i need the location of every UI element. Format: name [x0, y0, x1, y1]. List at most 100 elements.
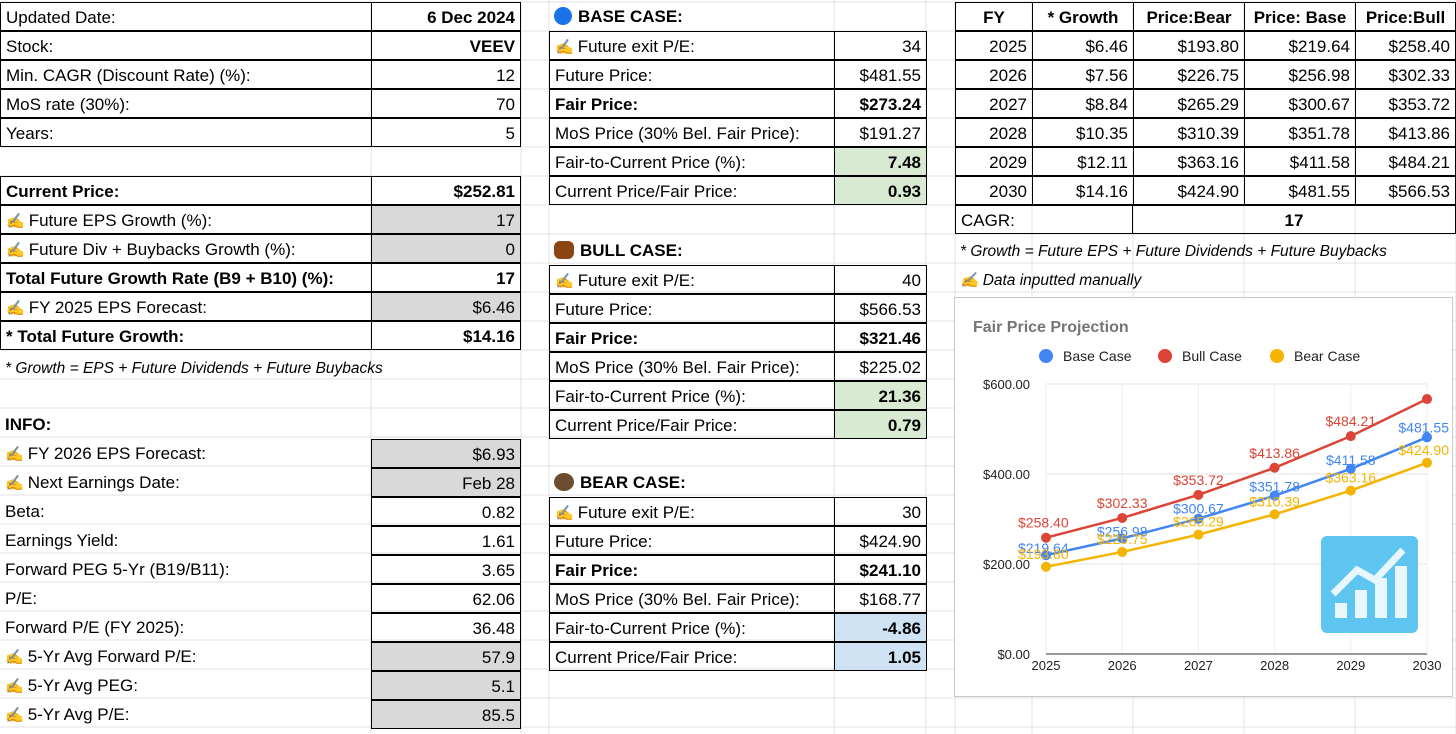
data-point	[1345, 485, 1356, 496]
case-label: Future Price:	[549, 60, 835, 89]
info-label: ✍️ 5-Yr Avg PEG:	[0, 671, 372, 700]
x-tick-label: 2028	[1260, 658, 1289, 673]
info-value[interactable]: 5.1	[371, 671, 521, 700]
cagr-value: 17	[1132, 205, 1456, 234]
data-point	[1422, 394, 1432, 405]
data-label: $310.39	[1249, 493, 1300, 509]
case-value[interactable]: 34	[834, 31, 927, 60]
input-value[interactable]: $6.46	[371, 292, 521, 321]
chart-title: Fair Price Projection	[973, 319, 1129, 336]
input-value: $14.16	[371, 321, 521, 350]
case-label: ✍️ Future exit P/E:	[549, 31, 835, 60]
projection-header: Price: Base	[1244, 2, 1356, 31]
case-value: 0.79	[834, 410, 927, 439]
input-label: ✍️ FY 2025 EPS Forecast:	[0, 292, 372, 321]
case-label: Current Price/Fair Price:	[549, 642, 835, 671]
input-label: MoS rate (30%):	[0, 89, 372, 118]
projection-cell: $265.29	[1133, 89, 1245, 118]
case-value: 21.36	[834, 381, 927, 410]
info-label: ✍️ 5-Yr Avg Forward P/E:	[0, 642, 372, 671]
case-value[interactable]: 40	[834, 265, 927, 294]
case-label: MoS Price (30% Bel. Fair Price):	[549, 118, 835, 147]
input-value: 12	[371, 60, 521, 89]
projection-header: * Growth	[1032, 2, 1134, 31]
series-line	[1045, 436, 1428, 557]
cagr-label: CAGR:	[955, 205, 1133, 234]
info-value[interactable]: 57.9	[371, 642, 521, 671]
writing-hand-icon: ✍️	[5, 475, 24, 492]
case-value: $273.24	[834, 89, 927, 118]
case-title-text: BEAR CASE:	[580, 473, 686, 492]
input-label: Years:	[0, 118, 372, 147]
bull-icon	[554, 241, 574, 259]
projection-cell: 2026	[955, 60, 1033, 89]
info-label-text: FY 2026 EPS Forecast:	[27, 444, 206, 463]
writing-hand-icon: ✍️	[5, 649, 24, 666]
chart-increasing-bars	[1335, 566, 1407, 618]
data-label: $219.64	[1018, 540, 1069, 556]
input-label: Total Future Growth Rate (B9 + B10) (%):	[0, 263, 372, 292]
data-label: $353.72	[1173, 472, 1224, 488]
case-label-text: Future exit P/E:	[577, 271, 695, 290]
projection-cell: $193.80	[1133, 31, 1245, 60]
projection-cell: $10.35	[1032, 118, 1134, 147]
x-tick-label: 2027	[1184, 658, 1213, 673]
info-value: 1.61	[371, 526, 521, 555]
data-point	[1422, 457, 1432, 468]
projection-cell: 2029	[955, 147, 1033, 176]
x-tick-label: 2029	[1336, 658, 1365, 673]
data-label: $351.78	[1249, 479, 1300, 495]
info-label: ✍️ FY 2026 EPS Forecast:	[0, 439, 372, 468]
info-value: 62.06	[371, 584, 521, 613]
input-label: Stock:	[0, 31, 372, 60]
case-value: $424.90	[834, 526, 927, 555]
info-label: Earnings Yield:	[5, 531, 119, 550]
case-label: Fair-to-Current Price (%):	[549, 613, 835, 642]
info-value[interactable]: Feb 28	[371, 468, 521, 497]
projection-header: Price:Bear	[1133, 2, 1245, 31]
input-value[interactable]: 17	[371, 205, 521, 234]
case-label: Fair Price:	[549, 323, 835, 352]
data-point	[1345, 463, 1356, 474]
input-value: $252.81	[371, 176, 521, 205]
case-value: -4.86	[834, 613, 927, 642]
projection-cell: $256.98	[1244, 60, 1356, 89]
input-label-text: Future EPS Growth (%):	[28, 211, 212, 230]
case-value: $321.46	[834, 323, 927, 352]
legend-label: Bull Case	[1182, 348, 1242, 364]
info-value[interactable]: 85.5	[371, 700, 521, 729]
case-value[interactable]: 30	[834, 497, 927, 526]
case-label: Fair-to-Current Price (%):	[549, 147, 835, 176]
data-label: $256.98	[1097, 523, 1148, 539]
legend-label: Base Case	[1063, 348, 1132, 364]
data-label: $413.86	[1249, 445, 1300, 461]
case-value: $566.53	[834, 294, 927, 323]
data-point	[1345, 431, 1356, 442]
input-label: Updated Date:	[0, 2, 372, 31]
projection-cell: $484.21	[1355, 147, 1456, 176]
projection-cell: $310.39	[1133, 118, 1245, 147]
projection-cell: $8.84	[1032, 89, 1134, 118]
data-point	[1117, 533, 1128, 544]
data-label: $226.75	[1097, 531, 1148, 547]
input-value: VEEV	[371, 31, 521, 60]
legend-label: Bear Case	[1294, 348, 1360, 364]
case-label: Fair-to-Current Price (%):	[549, 381, 835, 410]
info-label: ✍️ Next Earnings Date:	[0, 468, 372, 497]
fair-price-chart[interactable]: Fair Price Projection Base Case Bull Case B…	[954, 297, 1453, 697]
input-value: 17	[371, 263, 521, 292]
case-title: BULL CASE:	[549, 236, 929, 265]
y-tick-label: $600.00	[983, 377, 1030, 392]
data-point	[1193, 529, 1204, 540]
projection-cell: $302.33	[1355, 60, 1456, 89]
legend-marker	[1270, 349, 1284, 363]
input-value[interactable]: 0	[371, 234, 521, 263]
projection-cell: 2030	[955, 176, 1033, 205]
x-tick-label: 2025	[1032, 658, 1061, 673]
y-tick-label: $400.00	[983, 467, 1030, 482]
data-label: $411.58	[1326, 452, 1376, 468]
info-value[interactable]: $6.93	[371, 439, 521, 468]
input-label-text: FY 2025 EPS Forecast:	[28, 298, 207, 317]
y-tick-label: $200.00	[983, 557, 1030, 572]
info-label-text: 5-Yr Avg P/E:	[27, 705, 130, 724]
